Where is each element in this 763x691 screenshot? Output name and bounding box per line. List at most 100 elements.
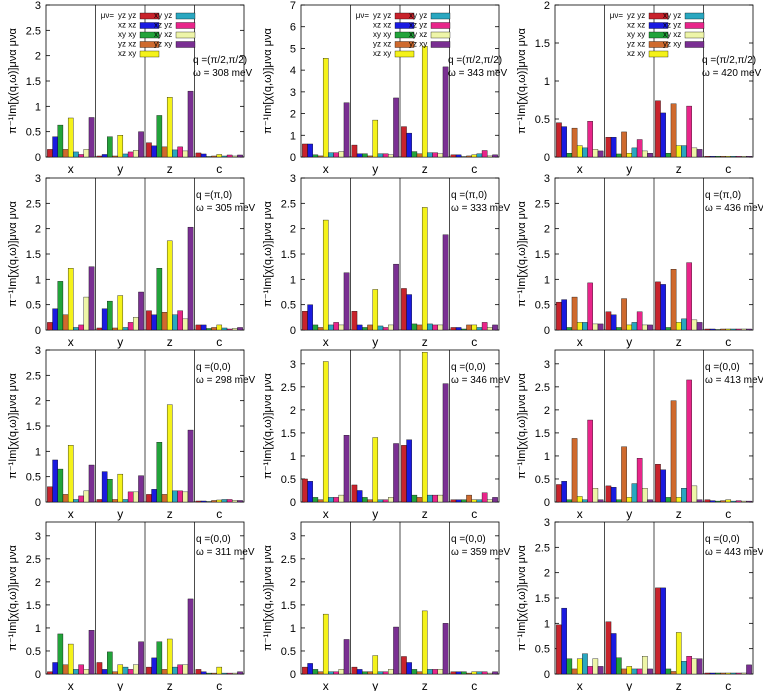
bar	[166, 97, 173, 158]
bar	[466, 155, 472, 158]
bar	[382, 671, 389, 675]
bar	[127, 491, 134, 503]
bar	[481, 671, 488, 675]
chart-panel: 0 0.5 1 1.5 2 2.5 3 x y z c π⁻¹Im[χ(q,ω)]μνα μνα q =…	[516, 349, 763, 521]
bar	[670, 269, 677, 331]
bar	[382, 153, 389, 158]
bar	[621, 131, 627, 158]
bar	[406, 132, 412, 158]
bar	[715, 672, 721, 675]
bar	[681, 661, 687, 675]
chart-panel: 0 0.5 1 1.5 2 2.5 3 x y z c π⁻¹Im[χ(q,ω)]μνα μνα q =…	[7, 521, 255, 691]
bar	[172, 149, 178, 158]
bar	[96, 155, 103, 158]
bar	[221, 155, 228, 158]
legend-swatch	[175, 41, 196, 48]
bar	[735, 672, 742, 675]
bar	[642, 656, 648, 675]
chart-panel: 0 0.5 1 1.5 2 2.5 3 x y z c π⁻¹Im[χ(q,ω)]μνα μνα q =…	[7, 173, 256, 349]
y-tick-label: 0.5	[26, 127, 41, 139]
bar	[67, 643, 74, 675]
annotation-text: q =(π/2,π/2)	[702, 55, 756, 66]
y-tick-label: 1.5	[535, 38, 550, 50]
bar	[670, 671, 677, 675]
bar	[571, 296, 578, 331]
bar	[177, 490, 183, 503]
bar	[655, 281, 661, 331]
bar	[388, 669, 394, 675]
bar	[226, 328, 233, 331]
y-tick-label: 3	[290, 87, 296, 99]
y-tick-label: 2.5	[26, 370, 41, 382]
y-axis-label: π⁻¹Im[χ(q,ω)]μνα μνα	[7, 373, 19, 479]
y-tick-label: 1.5	[26, 76, 41, 88]
category-label: z	[422, 507, 428, 521]
legend-swatch	[139, 41, 160, 48]
bar	[675, 145, 682, 158]
y-tick-label: 0	[544, 325, 550, 337]
bar	[691, 485, 698, 503]
legend-label: xy xy	[627, 30, 645, 39]
annotation-text: ω = 359 meV	[451, 547, 511, 558]
bar	[232, 500, 238, 503]
bar	[597, 323, 604, 331]
bar	[576, 322, 583, 331]
bar	[605, 311, 612, 331]
bar	[237, 154, 243, 158]
bar	[195, 500, 202, 503]
annotation-text: ω = 346 meV	[451, 375, 511, 386]
legend-swatch	[394, 50, 415, 58]
y-tick-label: 1.5	[535, 428, 550, 440]
bar	[302, 143, 308, 158]
legend-swatch	[139, 12, 160, 20]
bar	[421, 610, 428, 675]
bar	[172, 666, 178, 675]
category-label: c	[725, 335, 731, 349]
legend-label: xz xy	[373, 49, 391, 58]
bar	[730, 328, 737, 331]
bar	[741, 156, 747, 158]
bar	[356, 669, 363, 675]
y-tick-label: 1.5	[281, 249, 296, 261]
bar	[696, 322, 703, 331]
legend-swatch	[648, 12, 669, 20]
bar	[741, 328, 747, 331]
y-tick-label: 5	[290, 43, 296, 55]
bar	[455, 327, 462, 331]
bar	[156, 442, 163, 503]
bar	[576, 145, 583, 158]
bar	[211, 327, 217, 331]
bar	[746, 156, 752, 158]
bar	[631, 483, 638, 503]
y-tick-label: 2.5	[535, 542, 550, 554]
bar	[561, 299, 567, 331]
category-label: x	[577, 507, 583, 521]
bar	[52, 459, 58, 503]
bar	[437, 153, 444, 158]
bar	[122, 666, 129, 675]
category-label: x	[577, 162, 583, 176]
bar	[556, 484, 562, 503]
bar	[582, 499, 588, 503]
bar	[556, 301, 562, 331]
legend-swatch	[430, 12, 451, 20]
bar	[328, 324, 334, 331]
bar	[138, 641, 144, 675]
legend-swatch	[175, 22, 196, 29]
y-tick-label: 2.5	[281, 198, 296, 210]
bar	[427, 669, 433, 675]
bar	[636, 668, 643, 675]
y-axis-label: π⁻¹Im[χ(q,ω)]μνα μνα	[262, 201, 274, 307]
bar	[709, 500, 716, 503]
bar	[200, 324, 207, 331]
y-axis-label: π⁻¹Im[χ(q,ω)]μνα μνα	[516, 373, 528, 479]
bar	[206, 328, 212, 331]
bar	[421, 207, 428, 331]
category-label: y	[626, 162, 632, 176]
legend-label: xz yz	[663, 21, 681, 30]
bar	[177, 664, 183, 675]
bar	[322, 58, 329, 158]
annotation-text: q =(0,0)	[196, 362, 231, 373]
category-label: x	[68, 507, 74, 521]
bar	[307, 663, 313, 675]
